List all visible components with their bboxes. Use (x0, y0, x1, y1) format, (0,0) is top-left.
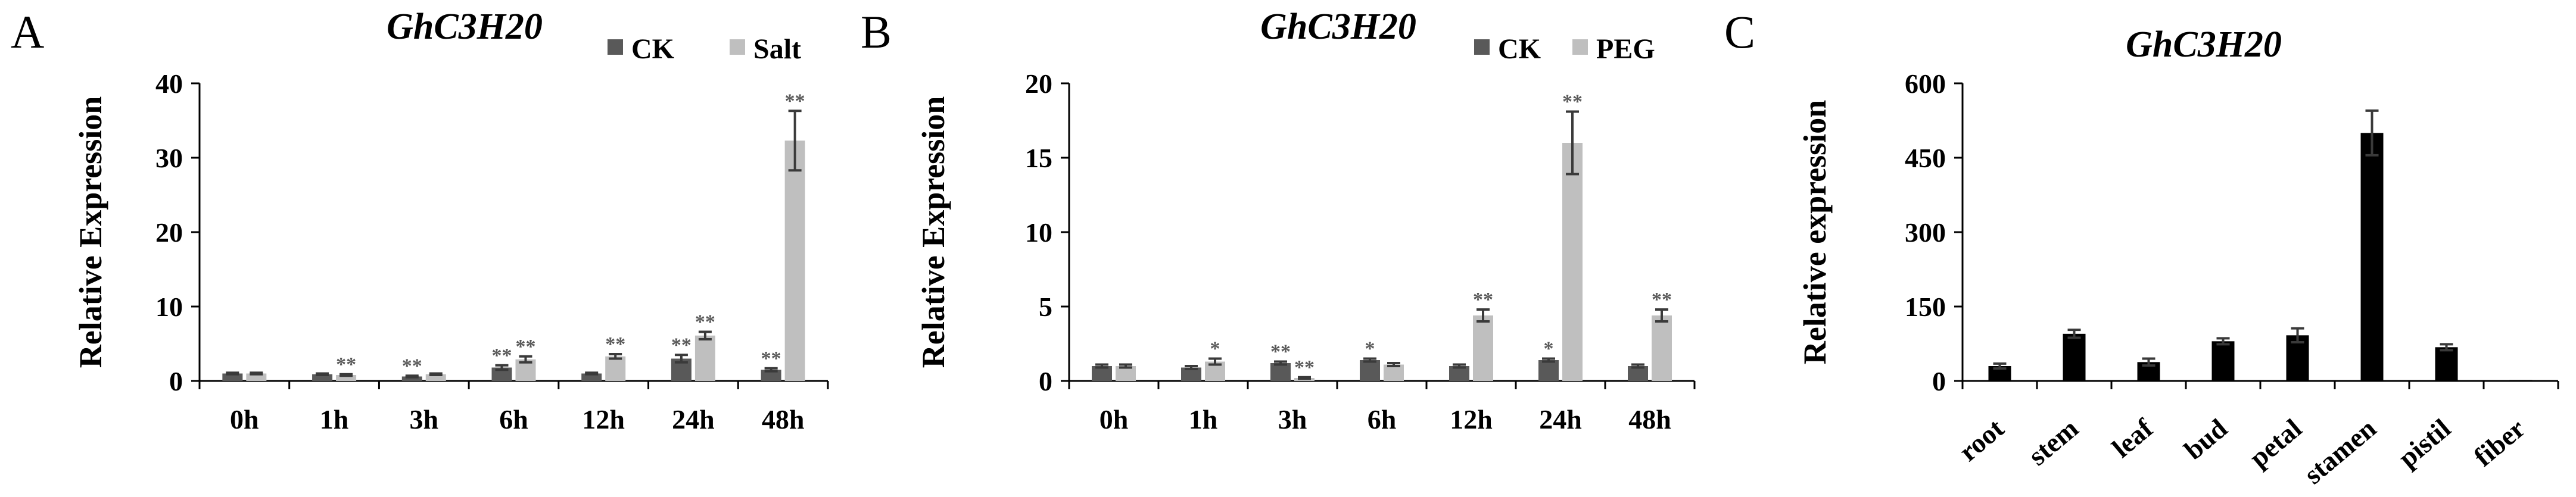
legend-swatch-salt (730, 39, 745, 55)
bar-tissue-pistil (2435, 347, 2458, 381)
y-tick-label: 20 (1025, 68, 1052, 99)
bar-tissue-stem (2063, 333, 2086, 381)
legend-label-salt: Salt (753, 33, 801, 65)
bar-peg-12h (1473, 315, 1493, 381)
x-tick-label: petal (2244, 413, 2307, 473)
significance-mark: ** (1294, 357, 1315, 379)
x-tick-label: 12h (1450, 404, 1493, 435)
y-tick-label: 40 (155, 68, 183, 99)
chart-title: GhC3H20 (387, 7, 543, 47)
significance-mark: ** (1652, 289, 1672, 311)
bar-peg-24h (1562, 143, 1583, 381)
significance-mark: ** (336, 354, 356, 376)
significance-mark: ** (492, 345, 512, 367)
significance-mark: ** (1270, 341, 1291, 363)
x-tick-label: stamen (2298, 413, 2381, 490)
y-tick-label: 0 (1932, 366, 1946, 396)
x-tick-label: stem (2023, 413, 2084, 471)
x-tick-label: 1h (320, 404, 349, 435)
y-tick-label: 0 (169, 366, 183, 396)
x-tick-label: 24h (1539, 404, 1582, 435)
bar-ck-1h (1181, 367, 1201, 381)
y-tick-label: 450 (1905, 143, 1946, 173)
x-tick-label: leaf (2106, 412, 2158, 463)
bar-ck-3h (401, 376, 422, 381)
x-tick-label: bud (2178, 412, 2233, 465)
y-tick-label: 15 (1025, 143, 1052, 173)
bar-ck-48h (761, 370, 781, 381)
x-tick-label: 3h (409, 404, 438, 435)
bar-ck-6h (1360, 360, 1380, 381)
y-tick-label: 20 (155, 217, 183, 248)
x-tick-label: 6h (1368, 404, 1397, 435)
x-tick-label: 1h (1189, 404, 1218, 435)
bar-tissue-bud (2211, 341, 2235, 381)
bar-salt-1h (336, 375, 357, 381)
significance-mark: ** (516, 336, 536, 358)
y-tick-label: 10 (1025, 217, 1052, 248)
significance-mark: ** (761, 348, 781, 370)
significance-mark: ** (1473, 289, 1493, 311)
x-tick-label: 0h (230, 404, 259, 435)
significance-mark: ** (785, 90, 805, 112)
y-axis-label: Relative expression (1797, 100, 1833, 364)
y-tick-label: 5 (1039, 292, 1052, 322)
significance-mark: * (1544, 338, 1554, 360)
x-tick-label: 12h (582, 404, 625, 435)
y-tick-label: 0 (1039, 366, 1052, 396)
bar-ck-24h (1538, 360, 1559, 381)
y-tick-label: 600 (1905, 68, 1946, 99)
y-tick-label: 150 (1905, 292, 1946, 322)
bar-salt-12h (605, 356, 626, 381)
legend-swatch-peg (1572, 39, 1588, 55)
bar-salt-3h (425, 374, 446, 381)
significance-mark: * (1365, 338, 1375, 360)
panel-letter: A (11, 6, 44, 58)
chart-title: GhC3H20 (1260, 7, 1416, 47)
x-tick-label: 48h (1628, 404, 1671, 435)
significance-mark: ** (402, 355, 422, 377)
significance-mark: ** (1562, 91, 1583, 113)
y-tick-label: 30 (155, 143, 183, 173)
bar-salt-24h (694, 335, 715, 381)
x-tick-label: 3h (1278, 404, 1307, 435)
legend-swatch-ck (1474, 39, 1490, 55)
chart-title: GhC3H20 (2126, 24, 2282, 65)
bar-ck-3h (1270, 363, 1291, 381)
y-axis-label: Relative Expression (73, 96, 108, 368)
x-tick-label: 24h (672, 404, 715, 435)
bar-ck-1h (312, 374, 333, 381)
legend-label-peg: PEG (1596, 33, 1655, 65)
significance-mark: ** (605, 333, 625, 355)
y-tick-label: 300 (1905, 217, 1946, 248)
x-tick-label: fiber (2468, 413, 2531, 473)
panel-letter: C (1724, 6, 1755, 58)
x-tick-label: 0h (1099, 404, 1129, 435)
x-tick-label: 6h (499, 404, 528, 435)
legend-swatch-ck (608, 39, 623, 55)
x-tick-label: pistil (2393, 413, 2456, 474)
bar-peg-48h (1652, 315, 1672, 381)
significance-mark: * (1210, 338, 1220, 360)
significance-mark: ** (671, 334, 691, 356)
bar-tissue-stamen (2360, 133, 2384, 382)
y-tick-label: 10 (155, 292, 183, 322)
bar-salt-48h (784, 140, 805, 381)
panel-letter: B (861, 6, 892, 58)
significance-mark: ** (695, 311, 715, 333)
legend-label-ck: CK (1498, 33, 1541, 65)
y-axis-label: Relative Expression (915, 96, 951, 368)
bar-tissue-fiber (2509, 380, 2533, 381)
legend-label-ck: CK (631, 33, 674, 65)
x-tick-label: root (1953, 412, 2010, 467)
x-tick-label: 48h (762, 404, 805, 435)
bar-peg-6h (1384, 364, 1404, 381)
